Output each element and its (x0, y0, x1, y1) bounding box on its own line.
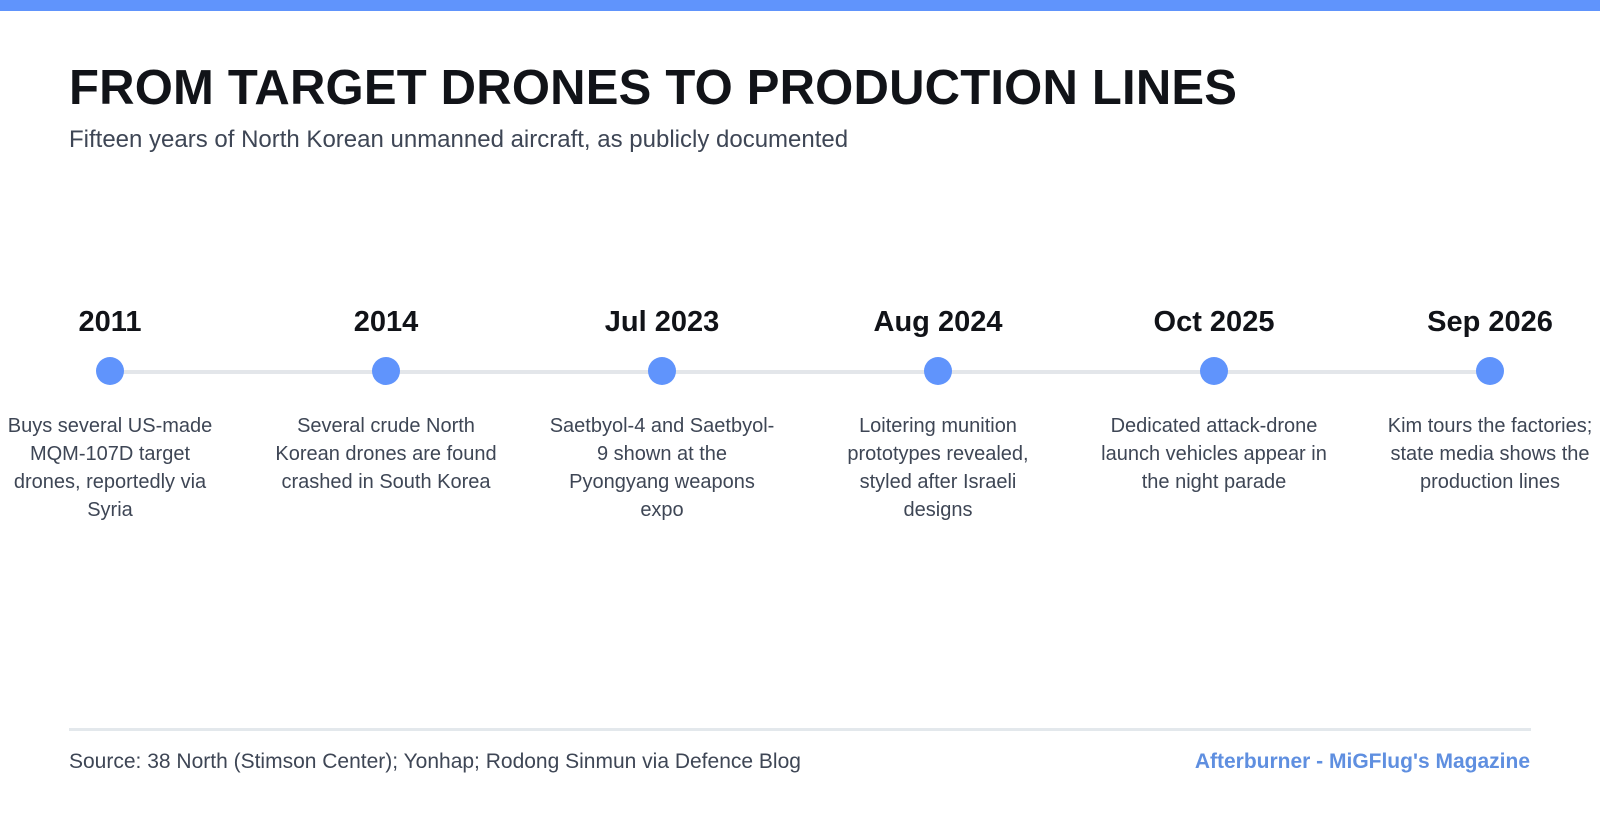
event-date: 2011 (78, 306, 142, 338)
event-marker-dot (96, 357, 124, 385)
timeline-axis-line (110, 370, 1490, 374)
event-description: Kim tours the factories; state media sho… (1387, 415, 1593, 493)
event-description: Loitering munition prototypes revealed, … (847, 415, 1029, 521)
footer-divider (69, 728, 1531, 731)
event-marker-dot (372, 357, 400, 385)
event-date: 2014 (353, 306, 419, 338)
page-subtitle: Fifteen years of North Korean unmanned a… (69, 126, 849, 153)
timeline-event: Aug 2024 Loitering munition prototypes r… (823, 290, 1053, 521)
timeline-event: Oct 2025 Dedicated attack-drone launch v… (1099, 290, 1329, 493)
event-date: Aug 2024 (873, 306, 1003, 338)
event-date: Jul 2023 (604, 306, 720, 338)
timeline: 2011 Buys several US-made MQM-107D targe… (0, 290, 1600, 550)
event-description: Buys several US-made MQM-107D target dro… (7, 415, 213, 521)
event-marker-dot (1200, 357, 1228, 385)
page-title: FROM TARGET DRONES TO PRODUCTION LINES (69, 61, 1238, 115)
event-marker-dot (648, 357, 676, 385)
source-note: Source: 38 North (Stimson Center); Yonha… (69, 750, 801, 773)
event-marker-dot (1476, 357, 1504, 385)
top-accent-bar (0, 0, 1600, 11)
event-date: Oct 2025 (1153, 306, 1275, 338)
event-description: Several crude North Korean drones are fo… (275, 415, 497, 493)
timeline-event: 2014 Several crude North Korean drones a… (271, 290, 501, 493)
event-marker-dot (924, 357, 952, 385)
event-description: Dedicated attack-drone launch vehicles a… (1101, 415, 1327, 493)
event-date: Sep 2026 (1427, 306, 1553, 338)
publisher-credit: Afterburner - MiGFlug's Magazine (1194, 750, 1530, 773)
timeline-event: Sep 2026 Kim tours the factories; state … (1375, 290, 1600, 493)
timeline-event: 2011 Buys several US-made MQM-107D targe… (0, 290, 225, 521)
event-description: Saetbyol-4 and Saetbyol-9 shown at the P… (549, 415, 775, 521)
timeline-event: Jul 2023 Saetbyol-4 and Saetbyol-9 shown… (547, 290, 777, 521)
